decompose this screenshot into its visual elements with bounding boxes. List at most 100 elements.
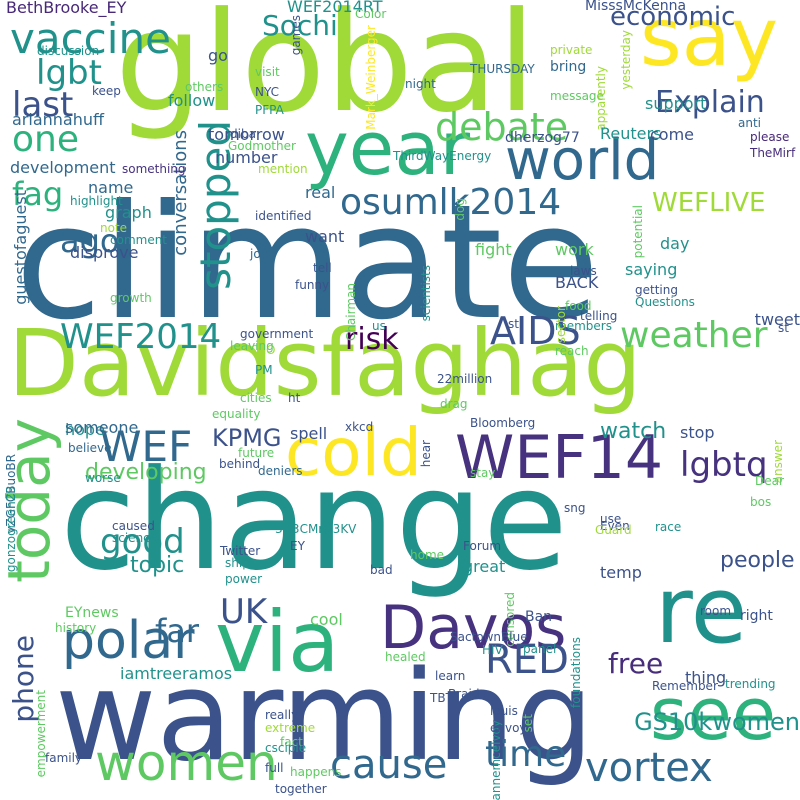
word-iamtreeramos: iamtreeramos: [120, 664, 233, 683]
word-follow: follow: [168, 91, 216, 110]
word-cities: cities: [240, 391, 272, 405]
word-tell: tell: [313, 261, 332, 275]
word-sector: sector: [554, 306, 568, 344]
word-gonzogreen29: gonzogreen29: [4, 486, 18, 573]
word-leaving: leaving: [230, 339, 274, 353]
word-3g3cmro3kv: 3G3CMrO3KV: [275, 522, 357, 536]
word-lgbt: lgbt: [36, 53, 102, 93]
word-color: Color: [355, 7, 387, 21]
word-xkcd: xkcd: [345, 420, 374, 434]
word-warming: warming: [55, 645, 594, 789]
word-anti: anti: [738, 116, 761, 130]
word-fag: fag: [12, 175, 64, 213]
word-bring: bring: [550, 59, 587, 75]
word-stl: stl: [508, 317, 523, 331]
word-thing: thing: [685, 668, 727, 687]
word-davos: Davos: [380, 593, 567, 663]
word-uk: UK: [220, 592, 268, 632]
word-cool: cool: [310, 610, 343, 629]
word-ago: ago: [60, 222, 120, 260]
word-people: people: [720, 548, 795, 573]
word-spell: spell: [290, 424, 328, 443]
word-healed: healed: [385, 650, 426, 664]
word-year: year: [305, 106, 471, 192]
word-pfpa: PFPA: [255, 103, 284, 117]
word-come: come: [650, 125, 695, 144]
word-please: please: [750, 130, 790, 144]
word-highlight: highlight: [70, 194, 123, 208]
word-wef14: WEF14: [455, 423, 664, 493]
word-wef: WEF: [100, 422, 193, 471]
word-history: history: [55, 621, 97, 635]
word-one: one: [12, 119, 79, 160]
word-learn: learn: [435, 669, 466, 683]
word-race: race: [655, 520, 682, 534]
word-go: go: [208, 46, 228, 65]
word-explain: Explain: [655, 85, 765, 120]
word-cold: cold: [285, 414, 422, 491]
word-st: st: [778, 321, 789, 335]
word-members: members: [555, 319, 612, 333]
word-real: real: [305, 183, 336, 202]
word-dherzog77: dherzog77: [505, 130, 580, 146]
word-potential: potential: [631, 205, 645, 259]
word-temp: temp: [600, 563, 642, 582]
word-tbt: TBT: [430, 691, 453, 705]
word-us: us: [372, 319, 386, 333]
word-far: far: [155, 612, 200, 650]
word-food: food: [565, 299, 592, 313]
word-room: room: [700, 604, 732, 618]
word-hope: hope: [65, 420, 105, 439]
word-cause: cause: [330, 742, 448, 788]
word-re: re: [655, 557, 748, 664]
word-tweet: tweet: [754, 310, 800, 329]
word-wef2014rt: WEF2014RT: [287, 0, 383, 16]
word-weflive: WEFLIVE: [652, 188, 766, 218]
word-thursday: THURSDAY: [470, 62, 535, 76]
word-foundations: foundations: [569, 637, 583, 708]
word-private: private: [550, 43, 593, 57]
word-guestofaguest: guestofaguest: [11, 190, 30, 305]
word-via: via: [215, 593, 340, 691]
word-forum: Forum: [463, 539, 502, 553]
word-free: free: [608, 647, 664, 680]
word-science: science: [112, 531, 158, 545]
word-diba: diba: [230, 127, 256, 141]
word-night: night: [405, 77, 436, 91]
word-envoy: envoy: [490, 721, 527, 735]
word-dog: dog: [453, 198, 467, 221]
word-say: say: [640, 0, 779, 84]
word-caused: caused: [112, 519, 155, 533]
word-hear: hear: [419, 440, 433, 468]
word-last: last: [12, 85, 74, 125]
word-note: note: [100, 221, 128, 235]
word-keep: keep: [92, 84, 121, 98]
word-fact: fact: [280, 735, 303, 749]
word-scientists: scientists: [419, 265, 433, 322]
word-misssmckenna: MisssMcKenna: [585, 0, 687, 14]
word-twitter: Twitter: [220, 544, 261, 558]
word-believe: believe: [68, 441, 112, 455]
word-day: day: [660, 234, 690, 253]
word-braid: Braid: [448, 687, 480, 701]
word-bad: bad: [370, 563, 393, 577]
word-time: time: [485, 734, 567, 775]
word-really: really: [265, 708, 299, 722]
word-lgbtq: lgbtq: [680, 445, 768, 485]
word-telling: telling: [580, 309, 618, 323]
word-behind: behind: [219, 457, 261, 471]
word-stay: stay: [470, 466, 496, 480]
word-comment: comment: [110, 233, 168, 247]
word-world: world: [505, 128, 660, 193]
word-together: together: [275, 782, 327, 796]
word-something: something: [122, 162, 186, 176]
word-panel: panel: [523, 642, 557, 656]
word-even: Even: [600, 519, 630, 533]
word-sactownblue: SactownBlue: [450, 630, 528, 644]
word-osumlk2014: osumlk2014: [340, 182, 562, 223]
word-topic: topic: [130, 553, 185, 578]
word-davidsfaghag: Davidsfaghag: [8, 310, 642, 417]
word-stop: stop: [680, 423, 715, 442]
word-louis: louis: [490, 704, 518, 718]
word-ship: ship: [225, 556, 250, 570]
